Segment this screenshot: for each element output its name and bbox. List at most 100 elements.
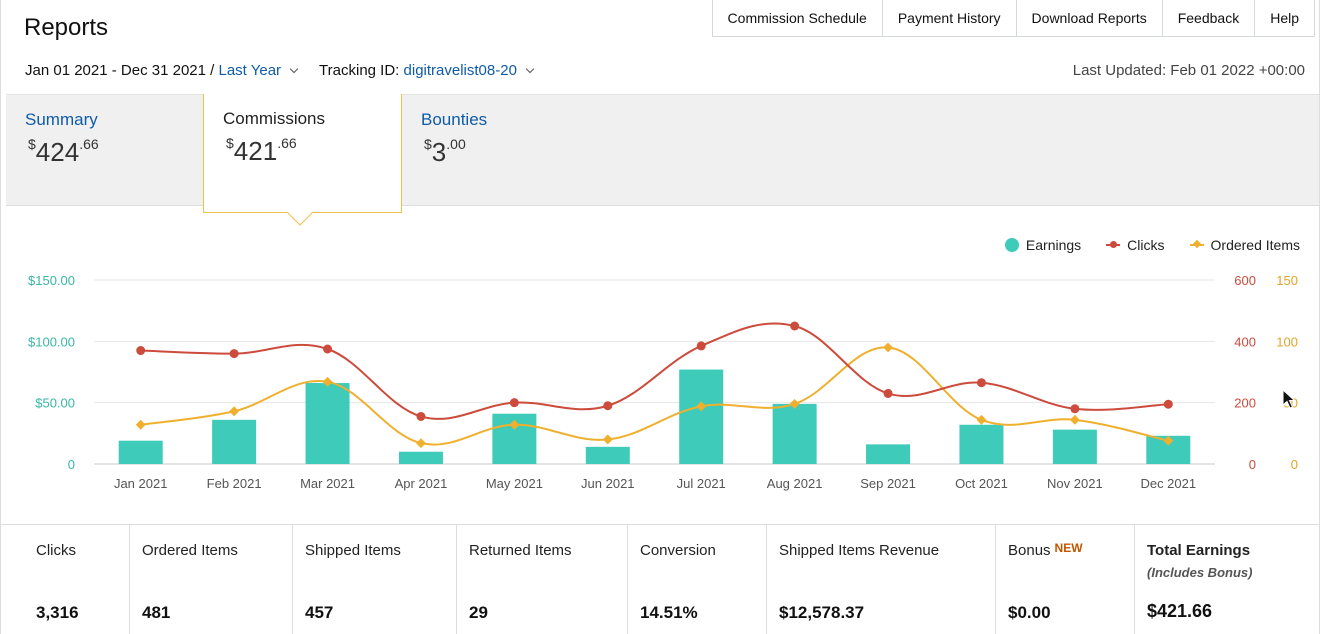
commission-schedule-link[interactable]: Commission Schedule — [727, 10, 867, 26]
ordered-items-line-icon — [1189, 239, 1204, 249]
clicks-point — [1163, 399, 1173, 409]
left-axis-tick-label: 0 — [68, 457, 75, 472]
clicks-point — [136, 346, 146, 356]
date-range-text: Jan 01 2021 - Dec 31 2021 — [25, 62, 206, 79]
ordered-items-line — [140, 346, 1169, 446]
stat-label: Bonus NEW — [1008, 541, 1083, 559]
stat-clicks: Clicks 3,316 — [0, 525, 130, 634]
top-nav: Commission Schedule Payment History Down… — [711, 0, 1315, 37]
x-axis-tick-label: May 2021 — [486, 476, 543, 491]
earnings-bar — [212, 419, 257, 464]
ordered-items-point — [322, 376, 333, 387]
clicks-point — [509, 398, 519, 408]
stats-bar: Clicks 3,316 Ordered Items 481 Shipped I… — [0, 524, 1320, 634]
earnings-bar — [118, 440, 163, 464]
earnings-bar — [305, 383, 350, 464]
chevron-down-icon[interactable] — [525, 64, 535, 74]
clicks-point — [790, 321, 800, 331]
stat-sublabel: (Includes Bonus) — [1147, 565, 1253, 580]
earnings-bar — [866, 444, 911, 464]
earnings-bar — [585, 446, 630, 464]
stat-value: 481 — [142, 603, 171, 622]
last-updated-text: Last Updated: Feb 01 2022 +00:00 — [1072, 62, 1305, 79]
right-axis-clicks-tick-label: 200 — [1234, 396, 1256, 411]
report-tabs: Summary $424.66 Commissions $421.66 Boun… — [6, 94, 1319, 226]
right-axis-ordered-tick-label: 0 — [1291, 457, 1298, 472]
tab-summary[interactable]: Summary $424.66 — [6, 95, 204, 207]
ordered-items-point — [696, 401, 707, 412]
feedback-link[interactable]: Feedback — [1161, 0, 1254, 36]
left-axis-tick-label: $100.00 — [28, 334, 75, 349]
earnings-bar — [959, 424, 1004, 464]
performance-chart: 0$50.00$100.00$150.000200400600050100150… — [0, 206, 1320, 524]
stat-value: $421.66 — [1147, 601, 1213, 621]
ordered-items-point — [789, 398, 800, 409]
left-axis-tick-label: $150.00 — [28, 273, 75, 288]
ordered-items-point — [602, 434, 613, 445]
right-axis-ordered-tick-label: 100 — [1276, 334, 1298, 349]
stat-label: Returned Items — [469, 542, 572, 559]
tab-amount: $3.00 — [424, 136, 466, 167]
earnings-bar — [772, 403, 817, 464]
stat-label: Clicks — [36, 542, 76, 559]
stat-label: Shipped Items — [305, 542, 401, 559]
stat-value: 457 — [305, 603, 334, 622]
stat-bonus: Bonus NEW $0.00 — [996, 525, 1135, 634]
chart-svg: 0$50.00$100.00$150.000200400600050100150… — [28, 273, 1298, 491]
filter-row: Jan 01 2021 - Dec 31 2021 / Last Year Tr… — [25, 62, 535, 79]
stat-returned-items: Returned Items 29 — [457, 525, 628, 634]
x-axis-tick-label: Mar 2021 — [300, 476, 355, 491]
stat-value: $0.00 — [1008, 603, 1051, 622]
stat-total-earnings: Total Earnings (Includes Bonus) $421.66 — [1135, 525, 1320, 634]
date-preset-dropdown[interactable]: Last Year — [218, 62, 282, 79]
tab-label: Commissions — [223, 109, 326, 128]
tracking-id-dropdown[interactable]: digitravelist08-20 — [403, 62, 517, 79]
legend-ordered-items[interactable]: Ordered Items — [1189, 237, 1300, 253]
page-title: Reports — [24, 14, 109, 41]
payment-history-link[interactable]: Payment History — [881, 0, 1016, 36]
tab-label: Bounties — [421, 110, 488, 129]
legend-earnings[interactable]: Earnings — [1004, 237, 1082, 253]
stat-value: 29 — [469, 603, 488, 622]
help-link[interactable]: Help — [1254, 0, 1314, 36]
tab-bounties[interactable]: Bounties $3.00 — [402, 95, 602, 207]
x-axis-tick-label: Feb 2021 — [207, 476, 262, 491]
download-reports-link[interactable]: Download Reports — [1015, 0, 1162, 36]
legend-label: Earnings — [1025, 237, 1082, 253]
ordered-items-point — [1163, 435, 1174, 446]
ordered-items-point — [416, 438, 426, 449]
x-axis-tick-label: Oct 2021 — [955, 476, 1008, 491]
right-axis-clicks-tick-label: 600 — [1234, 273, 1256, 288]
clicks-point — [1070, 404, 1080, 414]
right-axis-clicks-tick-label: 400 — [1234, 334, 1256, 349]
clicks-point — [696, 341, 706, 351]
clicks-point — [229, 349, 239, 359]
x-axis-tick-label: Aug 2021 — [767, 476, 823, 491]
x-axis-tick-label: Sep 2021 — [860, 476, 916, 491]
date-separator: / — [205, 62, 219, 79]
stat-label: Shipped Items Revenue — [779, 542, 940, 559]
tab-commissions[interactable]: Commissions $421.66 — [203, 94, 402, 226]
x-axis-tick-label: Jul 2021 — [677, 476, 726, 491]
clicks-point — [976, 378, 986, 388]
ordered-items-point — [976, 414, 987, 425]
stat-label: Ordered Items — [142, 542, 238, 559]
earnings-bar — [1052, 429, 1097, 464]
stat-value: $12,578.37 — [779, 603, 865, 622]
x-axis-tick-label: Nov 2021 — [1047, 476, 1103, 491]
right-axis-ordered-tick-label: 150 — [1276, 273, 1298, 288]
tab-amount: $424.66 — [28, 136, 99, 167]
x-axis-tick-label: Dec 2021 — [1140, 476, 1196, 491]
x-axis-tick-label: Apr 2021 — [395, 476, 448, 491]
stat-value: 3,316 — [36, 603, 79, 622]
ordered-items-point — [1069, 414, 1080, 425]
tab-label: Summary — [25, 110, 98, 129]
right-axis-clicks-tick-label: 0 — [1249, 457, 1256, 472]
chart-legend: Earnings Clicks Ordered Items — [980, 237, 1300, 253]
clicks-point — [416, 411, 426, 421]
chevron-down-icon[interactable] — [289, 64, 299, 74]
clicks-line-icon — [1106, 241, 1121, 248]
x-axis-tick-label: Jun 2021 — [581, 476, 635, 491]
legend-clicks[interactable]: Clicks — [1106, 237, 1165, 253]
clicks-point — [323, 344, 333, 354]
